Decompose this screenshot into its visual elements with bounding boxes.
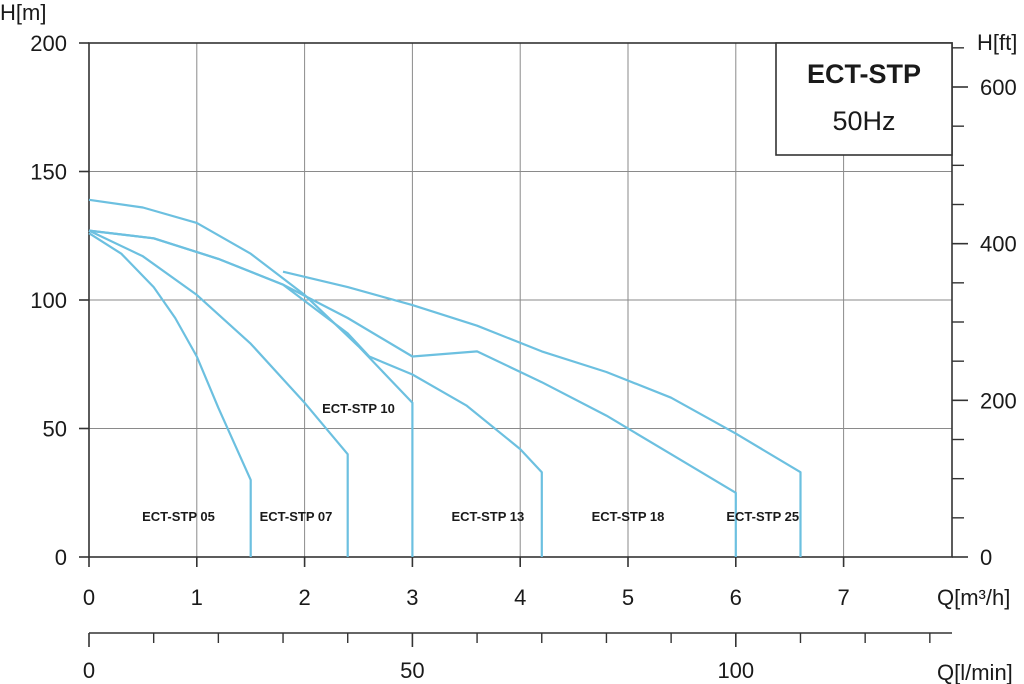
- y-tick-label-left: 50: [43, 417, 67, 442]
- y-tick-label-left: 200: [30, 31, 67, 56]
- y-tick-label-left: 150: [30, 160, 67, 185]
- x-tick-label-m3h: 3: [406, 585, 418, 610]
- x-axis-label-flow-m3h: Q[m³/h]: [937, 585, 1010, 610]
- y-tick-label-left: 0: [55, 545, 67, 570]
- y-tick-label-right: 200: [980, 388, 1017, 413]
- series-label: ECT-STP 07: [260, 509, 333, 524]
- chart-title: ECT-STP: [807, 59, 921, 89]
- chart-subtitle: 50Hz: [832, 106, 895, 136]
- series-curve: [88, 229, 737, 557]
- series-label: ECT-STP 13: [451, 509, 524, 524]
- series-label: ECT-STP 05: [142, 509, 215, 524]
- x-tick-label-lmin: 0: [83, 658, 95, 683]
- y-axis-label-right: H[ft]: [977, 30, 1017, 55]
- y-axis-label-left: H[m]: [0, 0, 46, 25]
- series-curve: [88, 229, 349, 557]
- legend-box: ECT-STP 50Hz: [775, 42, 953, 156]
- curve-labels: ECT-STP 05 ECT-STP 07 ECT-STP 10 ECT-STP 13…: [142, 401, 799, 524]
- x-tick-label-m3h: 2: [298, 585, 310, 610]
- series-curve: [88, 232, 252, 557]
- x-tick-label-m3h: 4: [514, 585, 526, 610]
- axes: 0 50 100 150 200 0 1 2 3 4 5 6 7 0 200 400 600 0 50 100: [30, 31, 1016, 683]
- series-label: ECT-STP 18: [592, 509, 665, 524]
- y-tick-label-right: 0: [980, 545, 992, 570]
- x-tick-label-m3h: 7: [837, 585, 849, 610]
- pump-curves: [88, 198, 802, 557]
- y-tick-label-right: 400: [980, 232, 1017, 257]
- x-tick-label-lmin: 50: [400, 658, 424, 683]
- series-curve: [88, 198, 414, 557]
- x-axis-label-flow-lmin: Q[l/min]: [937, 660, 1013, 684]
- x-tick-label-m3h: 6: [730, 585, 742, 610]
- series-label: ECT-STP 10: [322, 401, 395, 416]
- x-tick-label-lmin: 100: [717, 658, 754, 683]
- series-curve: [282, 270, 802, 557]
- y-tick-label-right: 600: [980, 75, 1017, 100]
- y-tick-label-left: 100: [30, 288, 67, 313]
- x-tick-label-m3h: 0: [83, 585, 95, 610]
- x-tick-label-m3h: 5: [622, 585, 634, 610]
- series-label: ECT-STP 25: [726, 509, 799, 524]
- legend-frame: [775, 42, 953, 156]
- x-tick-label-m3h: 1: [191, 585, 203, 610]
